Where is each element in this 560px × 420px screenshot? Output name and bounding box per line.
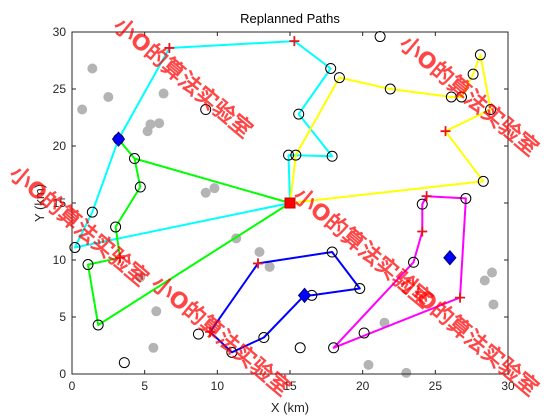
x-tick-label: 30 <box>501 379 515 393</box>
gray-dots-layer <box>77 63 499 378</box>
open-circle-marker <box>326 150 338 162</box>
open-circle-marker <box>86 206 98 218</box>
open-circle-marker <box>69 241 81 253</box>
open-circle-marker <box>82 259 94 271</box>
gray-dot <box>363 359 374 370</box>
gray-dot <box>401 367 412 378</box>
open-circle-marker <box>333 72 345 84</box>
x-tick-label: 20 <box>356 379 370 393</box>
plus-marker <box>289 36 300 47</box>
open-circle-marker <box>467 68 479 80</box>
open-circle-marker <box>328 342 340 354</box>
open-circle-marker <box>477 175 489 187</box>
plus-markers-layer <box>114 36 466 337</box>
open-circle-marker <box>474 49 486 61</box>
open-circle-marker <box>258 332 270 344</box>
x-tick-label: 0 <box>69 379 76 393</box>
open-circle-marker <box>294 342 306 354</box>
open-circle-marker <box>325 62 337 74</box>
plus-marker <box>417 226 428 237</box>
gray-dot <box>158 88 169 99</box>
gray-dot <box>479 275 490 286</box>
open-circle-marker <box>358 327 370 339</box>
open-circle-marker <box>455 91 467 103</box>
chart-title: Replanned Paths <box>240 11 340 26</box>
plus-marker <box>164 42 175 53</box>
y-tick-label: 15 <box>53 196 67 210</box>
y-tick-label: 0 <box>59 367 66 381</box>
open-circle-marker <box>118 357 130 369</box>
diamond-marker <box>443 249 457 266</box>
plus-marker <box>455 292 466 303</box>
plus-marker <box>114 252 125 263</box>
x-tick-label: 10 <box>211 379 225 393</box>
gray-dot <box>103 91 114 102</box>
y-tick-label: 5 <box>59 310 66 324</box>
y-tick-label: 10 <box>53 253 67 267</box>
plus-marker <box>421 191 432 202</box>
x-tick-label: 5 <box>141 379 148 393</box>
open-circle-marker <box>384 83 396 95</box>
open-circle-marker <box>293 108 305 120</box>
open-circle-marker <box>283 149 295 161</box>
x-tick-label: 25 <box>429 379 443 393</box>
x-axis-label: X (km) <box>271 400 309 415</box>
diamond-markers-layer <box>111 131 457 304</box>
open-circle-marker <box>354 283 366 294</box>
open-circle-marker <box>226 346 238 358</box>
path-series-2 <box>289 53 492 204</box>
diamond-marker <box>111 131 126 147</box>
gray-dot <box>151 306 162 317</box>
open-circle-marker <box>134 181 146 193</box>
open-circle-marker <box>416 198 428 210</box>
open-circle-marker <box>128 153 140 165</box>
gray-dot <box>488 299 499 310</box>
ticks-layer <box>71 31 509 375</box>
open-circle-marker <box>200 104 212 116</box>
y-tick-labels: 0 5 10 15 20 25 30 <box>53 25 67 381</box>
gray-dot <box>135 272 146 283</box>
gray-dot <box>87 63 98 74</box>
gray-dot <box>254 247 265 258</box>
open-circle-marker <box>460 192 472 204</box>
plus-marker <box>440 126 451 137</box>
open-circle-marker <box>408 256 420 268</box>
x-tick-labels: 0 5 10 15 20 25 30 <box>69 379 515 393</box>
y-tick-label: 20 <box>53 139 67 153</box>
gray-dot <box>77 104 88 115</box>
plus-marker <box>205 326 216 337</box>
open-circle-marker <box>290 149 302 161</box>
y-axis-label: Y (km) <box>32 184 47 222</box>
plus-marker <box>253 258 264 269</box>
gray-dot <box>200 187 211 198</box>
open-circle-marker <box>92 319 104 331</box>
gray-dot <box>209 183 220 194</box>
open-circle-marker <box>110 221 122 233</box>
gray-dot <box>154 118 165 129</box>
gray-dot <box>264 261 275 272</box>
square-markers-layer <box>284 197 296 209</box>
square-marker <box>284 197 296 209</box>
open-circle-marker <box>192 328 204 340</box>
open-circle-marker <box>485 104 497 116</box>
y-tick-label: 30 <box>53 25 67 39</box>
gray-dot <box>379 317 390 328</box>
gray-dot <box>142 126 153 137</box>
y-tick-label: 25 <box>53 82 67 96</box>
gray-dot <box>487 267 498 278</box>
open-circle-marker <box>326 246 338 258</box>
diamond-marker <box>297 287 312 304</box>
gray-dot <box>148 342 159 353</box>
x-tick-label: 15 <box>283 379 297 393</box>
